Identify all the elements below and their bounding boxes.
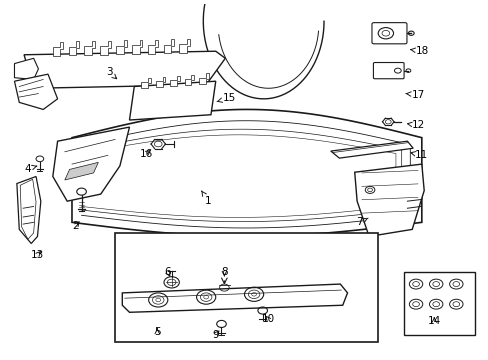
Polygon shape <box>170 76 180 86</box>
Text: 4: 4 <box>24 164 37 174</box>
Text: 17: 17 <box>405 90 424 100</box>
Polygon shape <box>184 75 194 85</box>
Text: 9: 9 <box>212 329 219 339</box>
Polygon shape <box>330 141 412 158</box>
Text: 5: 5 <box>154 327 160 337</box>
Polygon shape <box>24 51 225 88</box>
Polygon shape <box>141 78 151 88</box>
Polygon shape <box>64 162 98 180</box>
Polygon shape <box>354 164 424 237</box>
FancyBboxPatch shape <box>403 272 473 335</box>
FancyBboxPatch shape <box>371 23 406 44</box>
Polygon shape <box>132 40 142 54</box>
Polygon shape <box>53 42 63 56</box>
Text: 7: 7 <box>355 217 367 227</box>
FancyBboxPatch shape <box>115 233 377 342</box>
Text: 18: 18 <box>409 46 428 56</box>
Polygon shape <box>100 41 111 55</box>
Polygon shape <box>147 40 158 54</box>
Text: 1: 1 <box>201 191 211 206</box>
Polygon shape <box>122 284 347 312</box>
Polygon shape <box>199 73 208 84</box>
Text: 10: 10 <box>262 314 274 324</box>
Text: 6: 6 <box>164 267 171 278</box>
Text: 15: 15 <box>217 93 235 103</box>
Text: 14: 14 <box>427 316 440 326</box>
Polygon shape <box>129 81 215 120</box>
Text: 16: 16 <box>140 149 153 158</box>
Text: 3: 3 <box>106 67 117 79</box>
Polygon shape <box>179 39 189 53</box>
Polygon shape <box>68 41 79 55</box>
Text: 13: 13 <box>31 250 44 260</box>
Text: 11: 11 <box>410 150 427 160</box>
Polygon shape <box>15 58 39 80</box>
Text: 12: 12 <box>407 120 424 130</box>
FancyBboxPatch shape <box>373 63 403 79</box>
Polygon shape <box>15 74 58 109</box>
Polygon shape <box>163 39 174 53</box>
Text: 8: 8 <box>221 267 227 278</box>
Polygon shape <box>116 40 126 54</box>
Polygon shape <box>53 127 129 201</box>
Text: 2: 2 <box>72 221 79 231</box>
Polygon shape <box>84 41 95 55</box>
Polygon shape <box>156 77 165 87</box>
Polygon shape <box>72 109 421 237</box>
Polygon shape <box>17 176 41 243</box>
